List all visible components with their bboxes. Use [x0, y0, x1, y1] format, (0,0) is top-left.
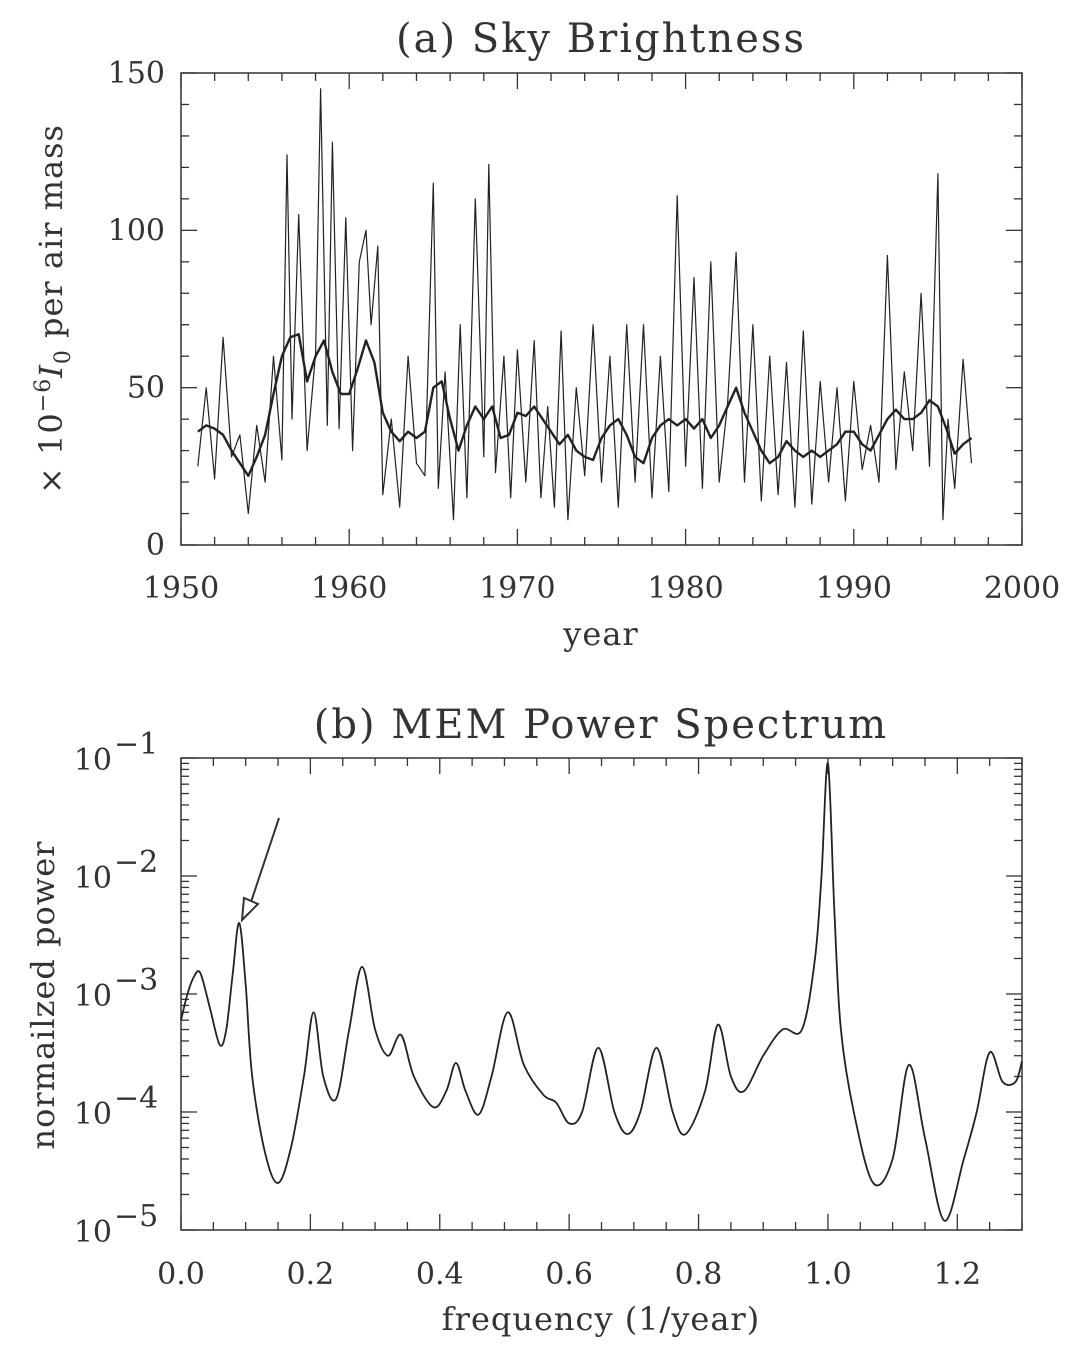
chart-title: (b) MEM Power Spectrum — [314, 702, 888, 748]
x-tick-label: 0.8 — [675, 1257, 723, 1292]
x-tick-label: 1970 — [479, 571, 555, 606]
y-tick-label: 10 — [74, 1097, 112, 1132]
series-line-raw — [197, 88, 973, 521]
x-tick-label: 1980 — [647, 571, 723, 606]
y-tick-label: 0 — [146, 528, 165, 563]
y-tick-label: 10 — [74, 861, 112, 896]
y-tick-exponent: −1 — [114, 727, 158, 762]
x-tick-label: 1950 — [143, 571, 219, 606]
y-tick-exponent: −5 — [114, 1199, 158, 1234]
y-tick-label: 10 — [74, 743, 112, 778]
x-tick-label: 0.4 — [416, 1257, 464, 1292]
y-tick-exponent: −3 — [114, 963, 158, 998]
arrow-shaft — [250, 817, 280, 903]
y-tick-label: 10 — [74, 1215, 112, 1250]
y-tick-label: 150 — [108, 56, 165, 91]
plot-frame — [180, 757, 1023, 1231]
y-tick-exponent: −2 — [114, 845, 158, 880]
y-tick-label: 10 — [74, 979, 112, 1014]
y-tick-exponent: −4 — [114, 1081, 158, 1116]
series-line-smoothed — [197, 333, 973, 477]
x-tick-label: 0.2 — [287, 1257, 335, 1292]
x-tick-label: 0.0 — [157, 1257, 205, 1292]
x-tick-label: 1960 — [311, 571, 387, 606]
x-tick-label: 1990 — [816, 571, 892, 606]
arrow-annotation — [240, 817, 280, 923]
x-tick-label: 2000 — [984, 571, 1060, 606]
panel-sky-brightness: (a) Sky Brightness 1950 1960 1970 1980 1990 2… — [31, 16, 1060, 653]
x-axis-label: year — [562, 615, 638, 653]
chart-title: (a) Sky Brightness — [396, 16, 806, 62]
x-tick-label: 1.2 — [933, 1257, 981, 1292]
panel-power-spectrum: (b) MEM Power Spectrum 0.0 0.2 0.4 0.6 0.8 1.… — [24, 702, 1023, 1338]
y-axis-label: normailzed power — [24, 841, 62, 1150]
series-line-power — [180, 762, 1023, 1222]
y-axis-label: × 10−6I0 per air mass — [31, 124, 76, 494]
plot-frame — [180, 72, 1023, 546]
y-tick-label: 50 — [127, 371, 165, 406]
arrow-head-icon — [240, 896, 260, 923]
x-tick-label: 0.6 — [545, 1257, 593, 1292]
x-axis-label: frequency (1/year) — [442, 1300, 760, 1338]
x-tick-label: 1.0 — [804, 1257, 852, 1292]
y-tick-label: 100 — [108, 213, 165, 248]
